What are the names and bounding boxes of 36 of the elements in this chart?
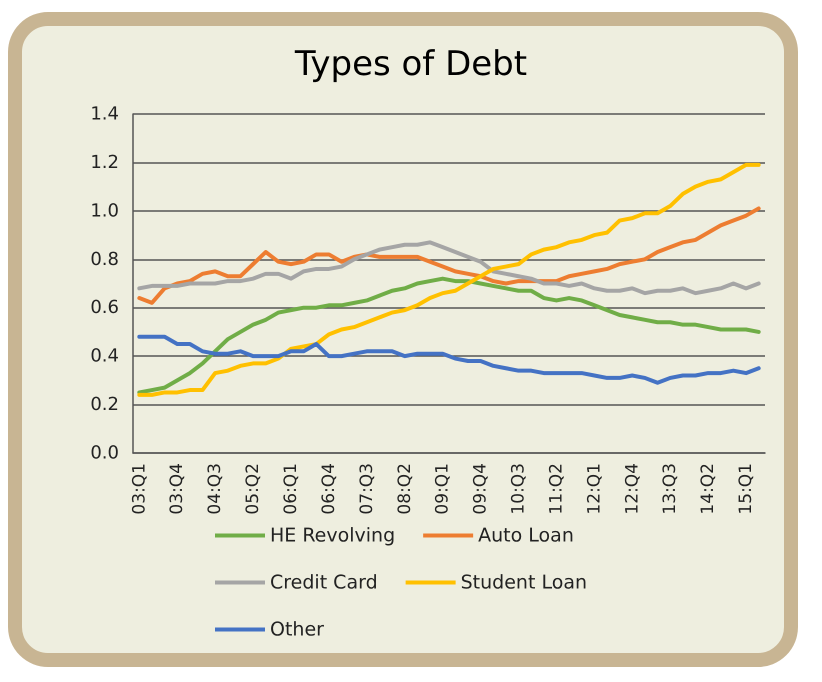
x-tick-label: 12:Q4 [622, 463, 642, 515]
legend-label: Auto Loan [478, 524, 574, 546]
x-tick-label: 06:Q4 [318, 463, 339, 515]
x-tick-label: 10:Q3 [508, 463, 529, 515]
y-tick-label: 0.0 [90, 442, 119, 464]
legend-label: Other [270, 618, 324, 640]
chart-title: Types of Debt [294, 44, 528, 84]
x-tick-label: 03:Q1 [129, 463, 150, 515]
y-tick-label: 1.4 [90, 104, 119, 124]
x-tick-label: 07:Q3 [356, 463, 377, 515]
line-series [137, 276, 761, 394]
x-tick-label: 08:Q2 [394, 463, 415, 515]
x-tick-label: 13:Q3 [660, 463, 680, 515]
legend-label: HE Revolving [270, 524, 396, 546]
x-tick-label: 12:Q1 [584, 463, 604, 515]
x-tick-label: 06:Q1 [281, 463, 301, 515]
line-series [137, 206, 761, 305]
x-tick-label: 03:Q4 [167, 463, 188, 515]
y-tick-label: 1.2 [90, 152, 119, 173]
x-tick-label: 09:Q4 [470, 463, 491, 515]
y-tick-label: 0.4 [90, 346, 119, 367]
y-tick-label: 0.2 [90, 394, 119, 416]
y-tick-label: 0.8 [90, 248, 119, 270]
x-tick-label: 14:Q2 [698, 463, 718, 515]
y-tick-label: 1.0 [90, 200, 119, 222]
line-series [137, 162, 761, 397]
x-tick-label: 04:Q3 [205, 463, 226, 515]
x-tick-label: 11:Q2 [546, 463, 566, 515]
x-tick-label: 09:Q1 [432, 463, 453, 515]
legend-label: Student Loan [460, 572, 588, 594]
line-series [137, 240, 761, 296]
y-tick-label: 0.6 [90, 297, 119, 318]
line-series [137, 334, 761, 385]
legend-label: Credit Card [270, 572, 378, 594]
x-tick-label: 15:Q1 [736, 463, 756, 515]
x-tick-label: 05:Q2 [243, 463, 264, 515]
